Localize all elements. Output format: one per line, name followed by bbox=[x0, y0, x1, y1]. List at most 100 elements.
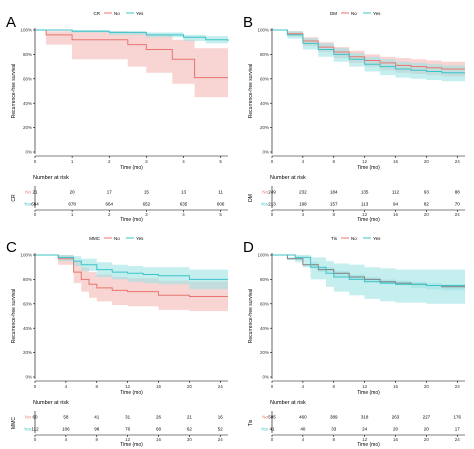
risk-count: 11 bbox=[218, 190, 223, 195]
risk-x-tick-label: 8 bbox=[96, 437, 99, 442]
y-tick-label: 0% bbox=[25, 375, 32, 380]
risk-x-tick-label: 16 bbox=[156, 437, 162, 442]
y-tick-label: 100% bbox=[257, 253, 269, 258]
risk-x-tick-label: 12 bbox=[362, 212, 368, 217]
legend: MMC No Yes bbox=[89, 236, 144, 241]
risk-count: 227 bbox=[423, 415, 431, 420]
legend-label-yes: Yes bbox=[136, 11, 144, 16]
risk-row-label-no: No bbox=[25, 415, 31, 420]
risk-x-tick-label: 4 bbox=[182, 212, 185, 217]
x-tick-label: 0 bbox=[271, 384, 274, 389]
risk-count: 606 bbox=[217, 202, 225, 207]
risk-x-tick-label: 4 bbox=[302, 437, 305, 442]
risk-count: 460 bbox=[299, 415, 307, 420]
risk-x-axis-label: Time (mo) bbox=[120, 442, 143, 448]
risk-x-tick-label: 0 bbox=[34, 212, 37, 217]
risk-count: 263 bbox=[392, 415, 400, 420]
y-tick-label: 80% bbox=[260, 277, 269, 282]
risk-x-tick-label: 5 bbox=[219, 212, 222, 217]
x-tick-label: 20 bbox=[187, 384, 193, 389]
x-axis-label: Time (mo) bbox=[357, 390, 380, 396]
x-tick-label: 24 bbox=[218, 384, 224, 389]
risk-count: 16 bbox=[218, 415, 224, 420]
ci-band-yes bbox=[35, 255, 228, 290]
risk-row-label-yes: Yes bbox=[261, 202, 269, 207]
y-tick-label: 80% bbox=[23, 277, 32, 282]
risk-count: 31 bbox=[125, 415, 131, 420]
risk-x-tick-label: 12 bbox=[125, 437, 131, 442]
x-tick-label: 5 bbox=[219, 159, 222, 164]
legend-label-yes: Yes bbox=[373, 236, 381, 241]
risk-table-title: Number at risk bbox=[270, 175, 306, 181]
x-tick-label: 1 bbox=[71, 159, 74, 164]
risk-count: 652 bbox=[143, 202, 151, 207]
risk-count: 20 bbox=[70, 190, 76, 195]
risk-count: 21 bbox=[187, 415, 193, 420]
panel-letter: D bbox=[243, 239, 254, 256]
risk-count: 184 bbox=[330, 190, 338, 195]
risk-count: 98 bbox=[94, 427, 100, 432]
x-tick-label: 3 bbox=[145, 159, 148, 164]
risk-count: 678 bbox=[68, 202, 76, 207]
risk-count: 17 bbox=[107, 190, 113, 195]
x-tick-label: 4 bbox=[65, 384, 68, 389]
y-tick-label: 100% bbox=[20, 28, 32, 33]
km-curve-yes bbox=[272, 254, 465, 286]
x-tick-label: 4 bbox=[302, 384, 305, 389]
y-tick-label: 60% bbox=[23, 76, 32, 81]
y-tick-label: 40% bbox=[260, 101, 269, 106]
risk-count: 24 bbox=[362, 427, 368, 432]
y-tick-label: 60% bbox=[260, 76, 269, 81]
panel-a: A CR No Yes 0% 20% 40% 60% 80% 100% 0 1 2 3 4 5 Time (mo… bbox=[6, 11, 229, 223]
risk-x-tick-label: 16 bbox=[393, 212, 399, 217]
legend-title: MMC bbox=[89, 236, 100, 241]
risk-count: 13 bbox=[181, 190, 187, 195]
risk-count: 33 bbox=[331, 427, 337, 432]
risk-table-title: Number at risk bbox=[33, 400, 69, 406]
risk-strata-label: DM bbox=[248, 194, 254, 202]
x-tick-label: 12 bbox=[362, 384, 368, 389]
risk-count: 62 bbox=[187, 427, 193, 432]
risk-count: 70 bbox=[455, 202, 461, 207]
risk-x-tick-label: 0 bbox=[34, 437, 37, 442]
risk-x-axis-label: Time (mo) bbox=[357, 217, 380, 223]
risk-x-axis-label: Time (mo) bbox=[357, 442, 380, 448]
risk-count: 17 bbox=[455, 427, 461, 432]
ci-band-yes bbox=[272, 30, 465, 82]
legend-title: DM bbox=[330, 11, 337, 16]
risk-x-tick-label: 8 bbox=[333, 212, 336, 217]
y-tick-label: 20% bbox=[23, 125, 32, 130]
risk-strata-label: Tis bbox=[248, 419, 254, 426]
risk-x-tick-label: 20 bbox=[424, 212, 430, 217]
x-axis-label: Time (mo) bbox=[120, 390, 143, 396]
legend-title: CR bbox=[94, 11, 101, 16]
risk-count: 157 bbox=[330, 202, 338, 207]
risk-x-tick-label: 4 bbox=[302, 212, 305, 217]
panel-c: C MMC No Yes 0% 20% 40% 60% 80% 100% 0 4 8 12 16 20 24 Ti… bbox=[6, 236, 228, 448]
risk-count: 135 bbox=[361, 190, 369, 195]
y-axis-label: Recurrence-free survival bbox=[248, 289, 254, 343]
x-tick-label: 8 bbox=[96, 384, 99, 389]
y-tick-label: 0% bbox=[262, 150, 269, 155]
risk-count: 68 bbox=[156, 427, 162, 432]
risk-count: 52 bbox=[218, 427, 224, 432]
risk-count: 76 bbox=[125, 427, 131, 432]
risk-x-tick-label: 3 bbox=[145, 212, 148, 217]
risk-x-tick-label: 0 bbox=[271, 212, 274, 217]
risk-count: 112 bbox=[392, 190, 400, 195]
risk-x-tick-label: 16 bbox=[393, 437, 399, 442]
legend-label-no: No bbox=[114, 236, 120, 241]
legend-label-no: No bbox=[351, 236, 357, 241]
risk-count: 635 bbox=[180, 202, 188, 207]
x-tick-label: 4 bbox=[302, 159, 305, 164]
risk-table-title: Number at risk bbox=[270, 400, 306, 406]
risk-count: 41 bbox=[94, 415, 100, 420]
risk-x-tick-label: 20 bbox=[187, 437, 193, 442]
risk-x-tick-label: 24 bbox=[455, 437, 461, 442]
y-tick-label: 20% bbox=[260, 125, 269, 130]
y-tick-label: 20% bbox=[260, 350, 269, 355]
risk-table-title: Number at risk bbox=[33, 175, 69, 181]
